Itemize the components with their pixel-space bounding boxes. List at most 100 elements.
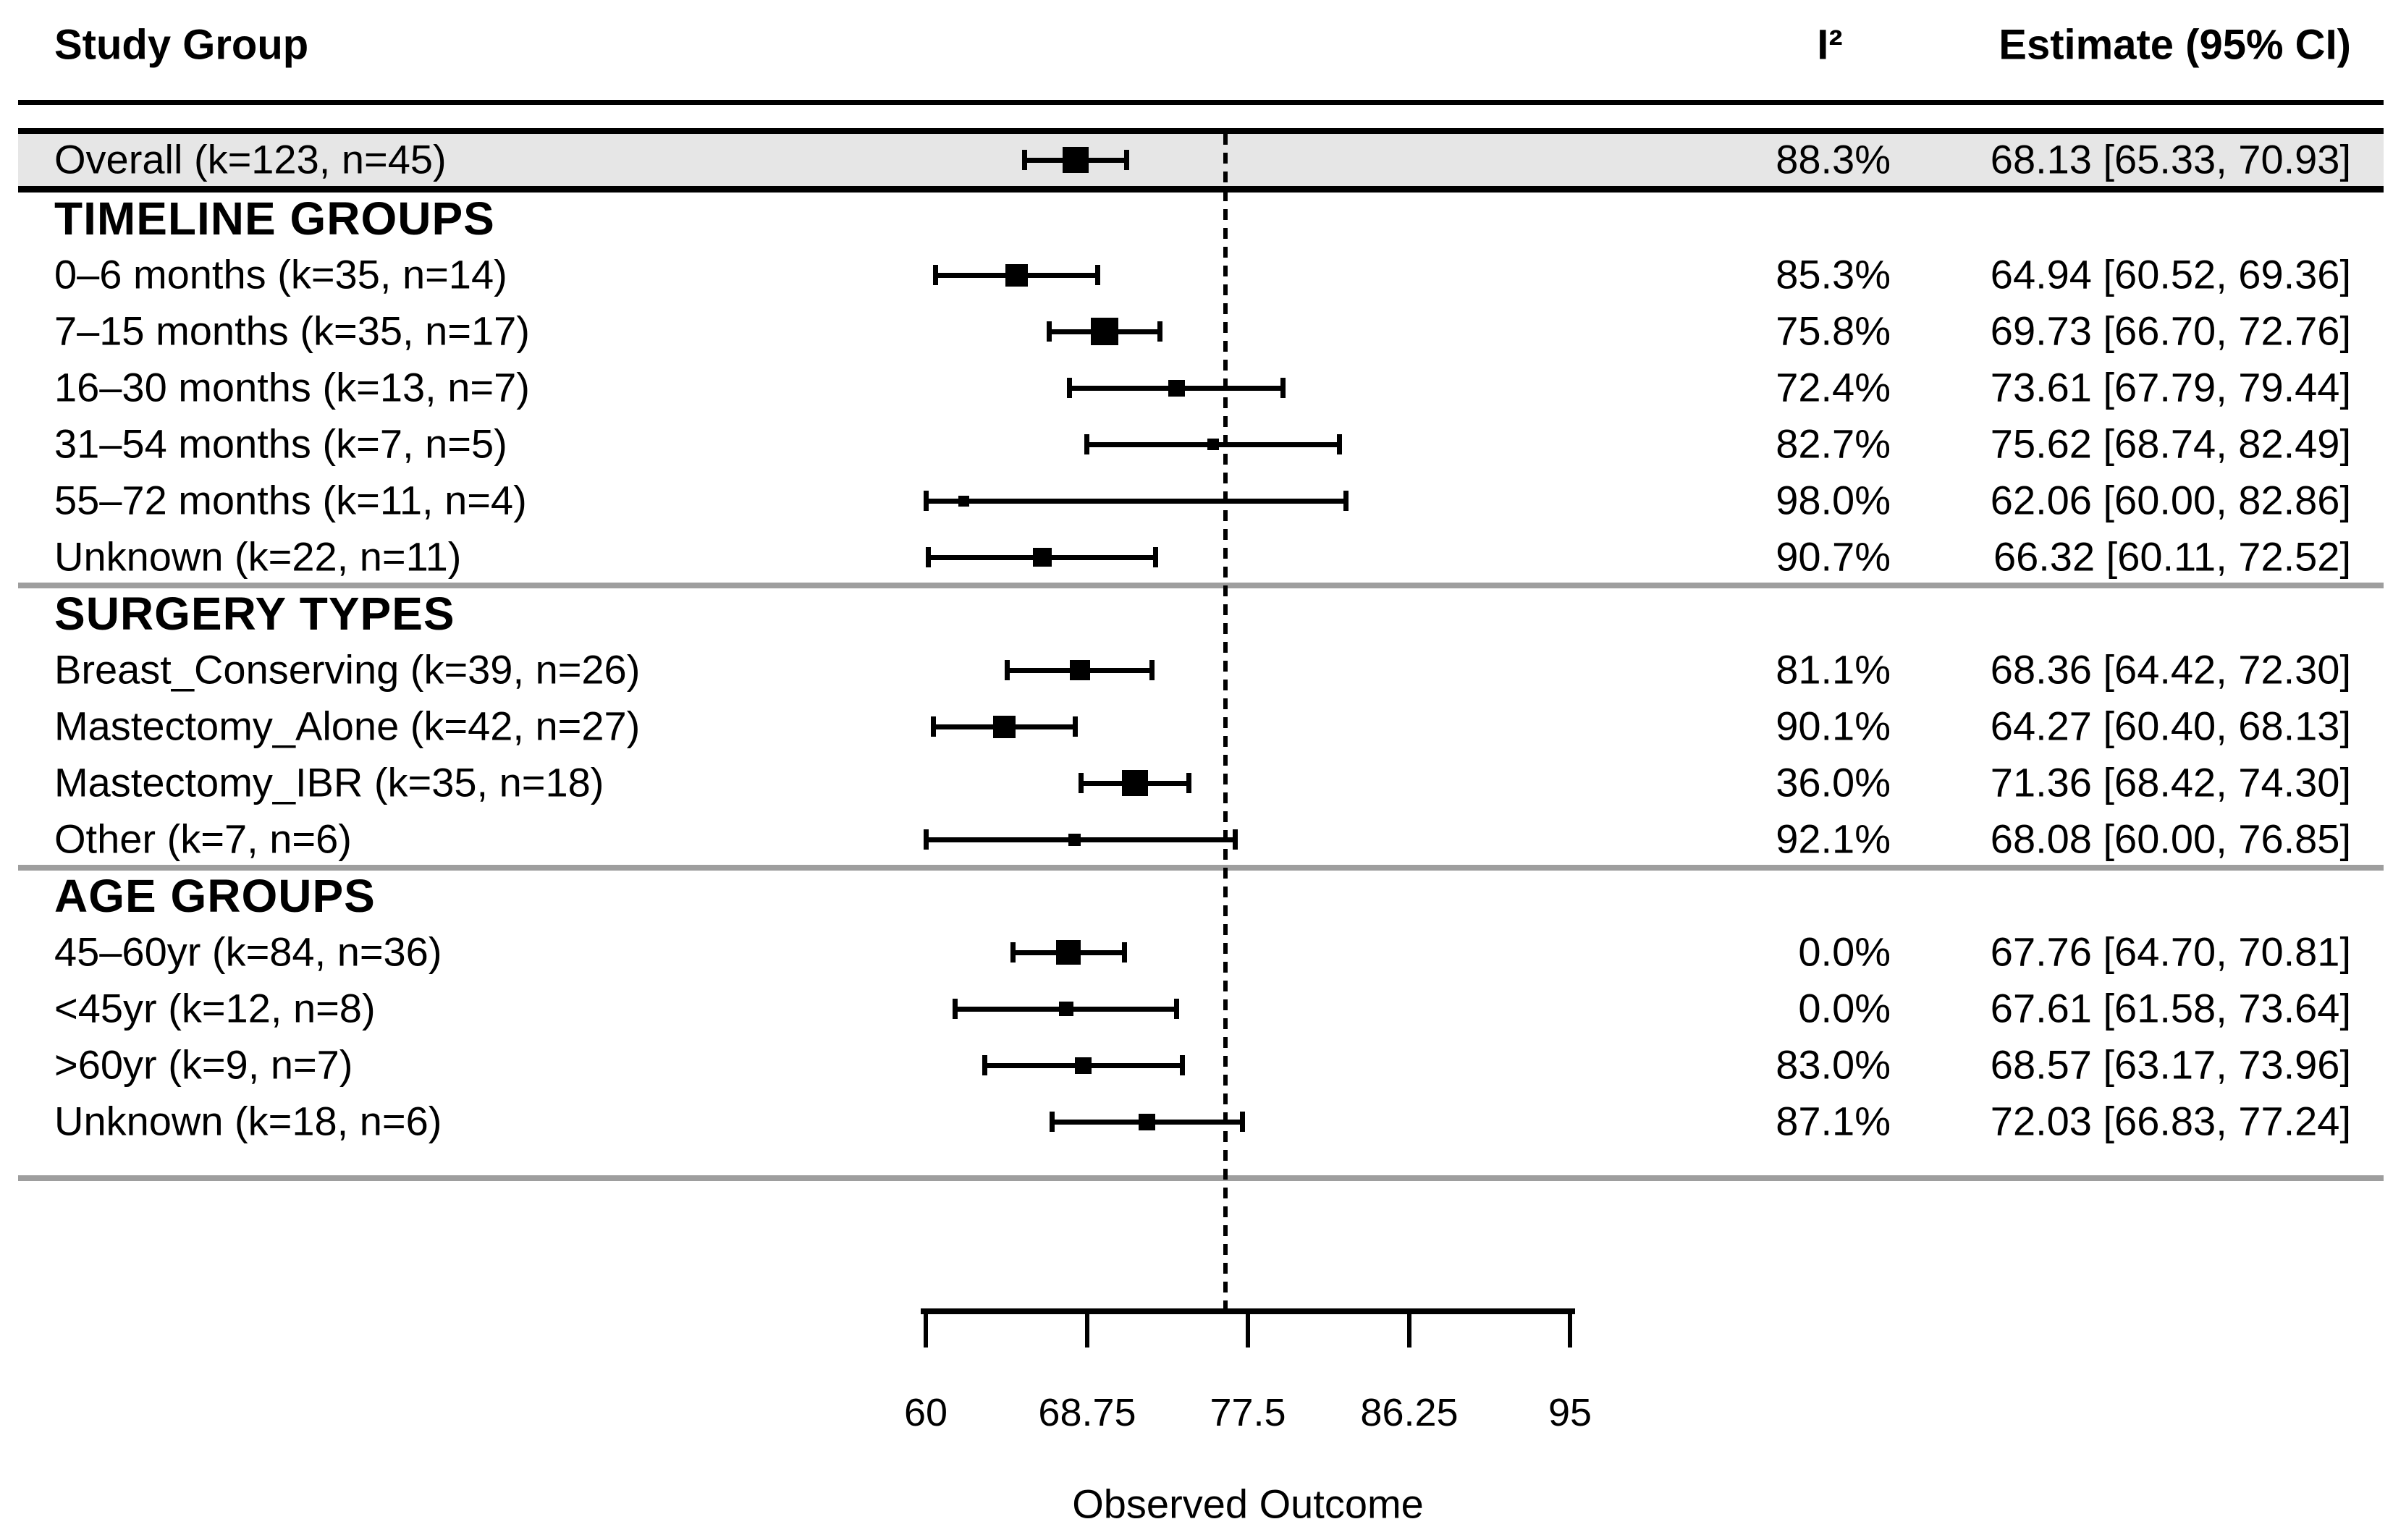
x-axis-tick-3 <box>1246 1314 1250 1348</box>
section-1-row-4-ci-cap-left <box>1084 434 1089 454</box>
section-1-row-1-point-marker <box>1005 264 1028 287</box>
x-axis-tick-label-4: 86.25 <box>1360 1391 1459 1434</box>
section-title-1: TIMELINE GROUPS <box>54 192 495 245</box>
section-title-2: SURGERY TYPES <box>54 588 455 640</box>
column-header-study-group: Study Group <box>54 21 309 69</box>
section-1-row-4-ci-cap-right <box>1337 434 1342 454</box>
x-axis-tick-5 <box>1568 1314 1572 1348</box>
x-axis-line <box>921 1308 1575 1314</box>
section-2-row-4-ci-cap-right <box>1233 829 1238 850</box>
section-2-row-2-estimate-value: 64.27 [60.40, 68.13] <box>1990 703 2351 749</box>
section-1-row-5-estimate-value: 62.06 [60.00, 82.86] <box>1990 477 2351 523</box>
section-1-row-2-estimate-value: 69.73 [66.70, 72.76] <box>1990 308 2351 354</box>
overall-rule-bottom <box>18 186 2384 192</box>
section-3-row-1-i2-value: 0.0% <box>1798 928 1891 975</box>
section-2-row-4-label: Other (k=7, n=6) <box>54 816 352 862</box>
section-2-row-1-label: Breast_Conserving (k=39, n=26) <box>54 646 641 693</box>
section-3-row-3-i2-value: 83.0% <box>1776 1041 1891 1088</box>
section-1-row-1-ci-cap-right <box>1095 265 1100 285</box>
section-3-row-3-estimate-value: 68.57 [63.17, 73.96] <box>1990 1041 2351 1088</box>
section-1-row-5-label: 55–72 months (k=11, n=4) <box>54 477 527 523</box>
section-2-row-3-point-marker <box>1122 770 1148 796</box>
section-3-row-2-estimate-value: 67.61 [61.58, 73.64] <box>1990 985 2351 1031</box>
overall-row-label: Overall (k=123, n=45) <box>54 136 447 182</box>
section-3-row-2-point-marker <box>1059 1002 1073 1016</box>
section-3-row-4-ci-cap-left <box>1050 1112 1055 1132</box>
section-3-row-3-point-marker <box>1075 1057 1092 1074</box>
section-2-row-2-point-marker <box>993 716 1016 738</box>
section-separator-rule-1 <box>18 583 2384 588</box>
section-separator-rule-3 <box>18 1175 2384 1181</box>
header-rule-top <box>18 100 2384 105</box>
section-2-row-1-ci-cap-right <box>1149 660 1155 680</box>
section-1-row-5-ci-cap-right <box>1343 491 1349 511</box>
section-2-row-1-point-marker <box>1070 660 1090 680</box>
section-2-row-4-point-marker <box>1068 834 1081 846</box>
section-2-row-1-i2-value: 81.1% <box>1776 646 1891 693</box>
section-1-row-5-point-marker <box>958 496 969 507</box>
section-3-row-4-i2-value: 87.1% <box>1776 1098 1891 1144</box>
x-axis-tick-label-5: 95 <box>1548 1391 1592 1434</box>
section-3-row-2-label: <45yr (k=12, n=8) <box>54 985 376 1031</box>
section-3-row-1-estimate-value: 67.76 [64.70, 70.81] <box>1990 928 2351 975</box>
overall-row-ci-cap-right <box>1124 150 1129 170</box>
column-header-i2: I² <box>1817 21 1843 69</box>
section-2-row-2-ci-cap-left <box>931 716 936 737</box>
overall-row-point-marker <box>1063 147 1089 173</box>
section-3-row-4-ci-cap-right <box>1240 1112 1245 1132</box>
section-1-row-5-ci-line <box>926 499 1346 504</box>
section-1-row-3-estimate-value: 73.61 [67.79, 79.44] <box>1990 364 2351 410</box>
x-axis-tick-label-1: 60 <box>903 1391 948 1434</box>
section-3-row-4-label: Unknown (k=18, n=6) <box>54 1098 442 1144</box>
section-2-row-3-label: Mastectomy_IBR (k=35, n=18) <box>54 759 604 805</box>
section-1-row-6-ci-cap-left <box>926 547 931 567</box>
section-3-row-4-estimate-value: 72.03 [66.83, 77.24] <box>1990 1098 2351 1144</box>
section-2-row-3-i2-value: 36.0% <box>1776 759 1891 805</box>
header-rule-bottom <box>18 128 2384 134</box>
section-1-row-6-label: Unknown (k=22, n=11) <box>54 533 462 580</box>
section-2-row-3-estimate-value: 71.36 [68.42, 74.30] <box>1990 759 2351 805</box>
section-1-row-3-ci-cap-right <box>1280 378 1286 398</box>
section-3-row-3-ci-cap-right <box>1180 1055 1185 1075</box>
section-1-row-1-ci-cap-left <box>933 265 938 285</box>
overall-row-estimate-value: 68.13 [65.33, 70.93] <box>1990 136 2351 182</box>
section-2-row-1-ci-cap-left <box>1005 660 1010 680</box>
section-2-row-2-i2-value: 90.1% <box>1776 703 1891 749</box>
section-3-row-1-label: 45–60yr (k=84, n=36) <box>54 928 442 975</box>
reference-dashed-line <box>1223 134 1228 1308</box>
overall-row-band <box>18 134 2384 186</box>
section-1-row-5-i2-value: 98.0% <box>1776 477 1891 523</box>
section-3-row-1-point-marker <box>1056 940 1081 965</box>
x-axis-tick-2 <box>1085 1314 1089 1348</box>
section-3-row-2-ci-cap-right <box>1174 999 1179 1019</box>
section-1-row-6-estimate-value: 66.32 [60.11, 72.52] <box>1993 533 2351 580</box>
section-3-row-3-label: >60yr (k=9, n=7) <box>54 1041 353 1088</box>
section-2-row-4-estimate-value: 68.08 [60.00, 76.85] <box>1990 816 2351 862</box>
section-3-row-4-point-marker <box>1139 1114 1155 1130</box>
section-1-row-1-i2-value: 85.3% <box>1776 251 1891 297</box>
section-1-row-3-point-marker <box>1168 380 1185 397</box>
section-1-row-4-estimate-value: 75.62 [68.74, 82.49] <box>1990 420 2351 467</box>
x-axis-tick-label-3: 77.5 <box>1210 1391 1286 1434</box>
section-2-row-2-ci-cap-right <box>1073 716 1078 737</box>
section-1-row-1-label: 0–6 months (k=35, n=14) <box>54 251 507 297</box>
section-1-row-4-i2-value: 82.7% <box>1776 420 1891 467</box>
section-1-row-4-label: 31–54 months (k=7, n=5) <box>54 420 507 467</box>
section-1-row-3-ci-cap-left <box>1067 378 1072 398</box>
section-1-row-1-estimate-value: 64.94 [60.52, 69.36] <box>1990 251 2351 297</box>
section-separator-rule-2 <box>18 865 2384 871</box>
section-3-row-1-ci-cap-right <box>1122 942 1127 962</box>
x-axis-tick-4 <box>1407 1314 1411 1348</box>
section-2-row-2-label: Mastectomy_Alone (k=42, n=27) <box>54 703 641 749</box>
section-title-3: AGE GROUPS <box>54 870 376 922</box>
section-3-row-1-ci-cap-left <box>1010 942 1016 962</box>
section-2-row-1-estimate-value: 68.36 [64.42, 72.30] <box>1990 646 2351 693</box>
section-1-row-6-point-marker <box>1033 548 1052 567</box>
section-1-row-4-point-marker <box>1207 439 1219 450</box>
section-1-row-6-ci-cap-right <box>1153 547 1158 567</box>
section-3-row-2-i2-value: 0.0% <box>1798 985 1891 1031</box>
section-2-row-3-ci-cap-right <box>1186 773 1191 793</box>
overall-row-i2-value: 88.3% <box>1776 136 1891 182</box>
section-2-row-4-i2-value: 92.1% <box>1776 816 1891 862</box>
section-2-row-3-ci-cap-left <box>1079 773 1084 793</box>
